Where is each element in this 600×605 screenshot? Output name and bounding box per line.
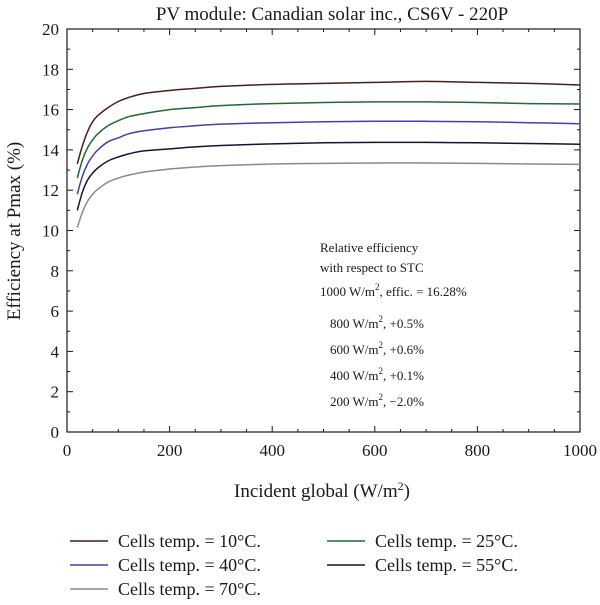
x-tick-label: 400 xyxy=(259,441,285,460)
y-tick-label: 8 xyxy=(51,262,60,281)
legend-label-4: Cells temp. = 55°C. xyxy=(375,555,518,575)
annotation-row-2: 600 W/m2, +0.6% xyxy=(330,340,424,357)
y-tick-label: 4 xyxy=(51,342,60,361)
annotation-row-2-value: , +0.6% xyxy=(383,342,424,357)
y-tick-label: 14 xyxy=(42,141,60,160)
x-tick-label: 800 xyxy=(465,441,491,460)
annotation-row-4-unit: 200 W/m xyxy=(330,394,379,409)
annotation-row-1-unit: 800 W/m xyxy=(330,316,379,331)
x-axis-label-main: Incident global (W/m xyxy=(234,481,398,502)
x-tick-label: 1000 xyxy=(563,441,597,460)
legend-label-1: Cells temp. = 10°C. xyxy=(118,531,261,551)
x-tick-label: 0 xyxy=(63,441,72,460)
annotation-row-2-sup: 2 xyxy=(379,340,384,350)
annotation-row-4-sup: 2 xyxy=(379,392,384,402)
series-line-2 xyxy=(76,101,581,179)
annotation-row-4: 200 W/m2, −2.0% xyxy=(330,392,424,409)
annotation-heading-2: with respect to STC xyxy=(320,260,424,275)
x-tick-label: 200 xyxy=(157,441,183,460)
y-tick-label: 2 xyxy=(51,383,60,402)
annotation-stc-unit: 1000 W/m xyxy=(320,284,375,299)
y-tick-label: 6 xyxy=(51,302,60,321)
annotation-stc-value: , effic. = 16.28% xyxy=(380,284,467,299)
legend-label-5: Cells temp. = 70°C. xyxy=(118,579,261,599)
x-axis-label: Incident global (W/m2) xyxy=(234,479,410,502)
legend-label-2: Cells temp. = 25°C. xyxy=(375,531,518,551)
annotation-row-2-unit: 600 W/m xyxy=(330,342,379,357)
annotation-row-3-value: , +0.1% xyxy=(383,368,424,383)
annotation-row-1-sup: 2 xyxy=(379,314,384,324)
series-lines xyxy=(76,80,581,228)
plot-frame xyxy=(66,28,581,433)
x-axis-label-sup: 2 xyxy=(398,479,404,493)
annotation-row-3: 400 W/m2, +0.1% xyxy=(330,366,424,383)
annotation-row-3-sup: 2 xyxy=(379,366,384,376)
efficiency-annotation: Relative efficiency with respect to STC 10… xyxy=(320,240,467,409)
annotation-stc: 1000 W/m2, effic. = 16.28% xyxy=(320,282,467,299)
legend: Cells temp. = 10°C. Cells temp. = 25°C. Ce… xyxy=(70,531,518,599)
y-axis-label: Efficiency at Pmax (%) xyxy=(4,142,25,321)
annotation-stc-sup: 2 xyxy=(375,282,380,292)
y-tick-label: 10 xyxy=(42,222,59,241)
y-tick-label: 20 xyxy=(42,20,59,39)
series-line-1 xyxy=(76,80,581,165)
x-axis-label-close: ) xyxy=(404,481,410,502)
legend-label-3: Cells temp. = 40°C. xyxy=(118,555,261,575)
series-line-3 xyxy=(76,120,581,195)
chart-title: PV module: Canadian solar inc., CS6V - 2… xyxy=(156,4,508,25)
y-tick-label: 18 xyxy=(42,60,59,79)
axis-ticks: 0 200 400 600 800 1000 0 2 4 6 8 10 12 14 16 18 20 xyxy=(42,20,597,460)
y-tick-label: 0 xyxy=(51,423,60,442)
annotation-row-3-unit: 400 W/m xyxy=(330,368,379,383)
annotation-row-1: 800 W/m2, +0.5% xyxy=(330,314,424,331)
annotation-heading-1: Relative efficiency xyxy=(320,240,419,255)
x-tick-label: 600 xyxy=(362,441,388,460)
y-tick-label: 16 xyxy=(42,101,59,120)
series-line-5 xyxy=(76,162,581,228)
annotation-row-1-value: , +0.5% xyxy=(383,316,424,331)
series-line-4 xyxy=(76,141,581,211)
y-tick-label: 12 xyxy=(42,181,59,200)
annotation-row-4-value: , −2.0% xyxy=(383,394,424,409)
